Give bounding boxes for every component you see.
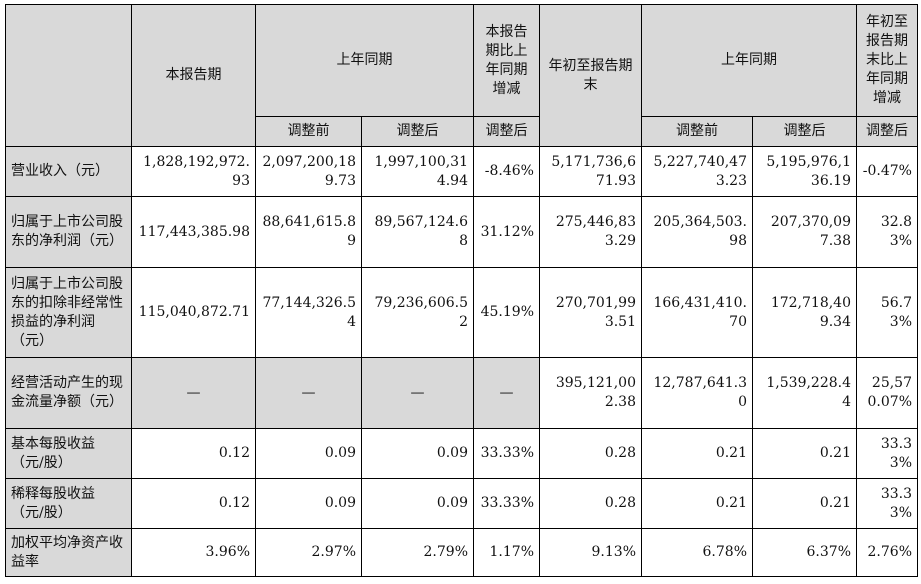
cell-after-adjust-ytd: 0.21 — [752, 478, 857, 529]
header-adjusted: 调整后 — [473, 116, 540, 147]
cell-current-period: 1,828,192,972.93 — [131, 146, 256, 197]
header-prior-same-period: 上年同期 — [255, 4, 474, 117]
cell-after-adjust: — — [361, 357, 474, 429]
cell-current-period: 117,443,385.98 — [131, 196, 256, 268]
cell-current-period: 3.96% — [131, 528, 256, 577]
header-before-adjust-ytd: 调整前 — [641, 116, 753, 147]
table-row-net-profit: 归属于上市公司股东的净利润（元） 117,443,385.98 88,641,6… — [5, 196, 918, 268]
cell-ytd-yoy-change: 33.33% — [856, 478, 918, 529]
cell-before-adjust-ytd: 0.21 — [641, 478, 753, 529]
cell-ytd: 395,121,002.38 — [539, 357, 642, 429]
cell-before-adjust: 2,097,200,189.73 — [255, 146, 362, 197]
row-label: 加权平均净资产收益率 — [5, 528, 132, 577]
row-label: 归属于上市公司股东的扣除非经常性损益的净利润（元） — [5, 267, 132, 358]
cell-before-adjust: 0.09 — [255, 428, 362, 479]
table-row-net-profit-excl-nonrecurring: 归属于上市公司股东的扣除非经常性损益的净利润（元） 115,040,872.71… — [5, 267, 918, 358]
header-adjusted-ytd: 调整后 — [856, 116, 918, 147]
corner-header-cell — [5, 4, 132, 147]
table-row-weighted-roe: 加权平均净资产收益率 3.96% 2.97% 2.79% 1.17% 9.13%… — [5, 528, 918, 577]
table-row-operating-cash-flow: 经营活动产生的现金流量净额（元） — — — — 395,121,002.38 … — [5, 357, 918, 429]
cell-before-adjust-ytd: 12,787,641.30 — [641, 357, 753, 429]
cell-current-period: 115,040,872.71 — [131, 267, 256, 358]
cell-before-adjust: 88,641,615.89 — [255, 196, 362, 268]
header-ytd-yoy-change: 年初至报告期末比上年同期增减 — [856, 4, 918, 117]
cell-after-adjust-ytd: 0.21 — [752, 428, 857, 479]
cell-before-adjust-ytd: 0.21 — [641, 428, 753, 479]
cell-before-adjust: 2.97% — [255, 528, 362, 577]
cell-after-adjust: 1,997,100,314.94 — [361, 146, 474, 197]
cell-yoy-change: -8.46% — [473, 146, 540, 197]
table-row-diluted-eps: 稀释每股收益（元/股） 0.12 0.09 0.09 33.33% 0.28 0… — [5, 478, 918, 529]
financial-summary-table: 本报告期 上年同期 本报告期比上年同期增减 年初至报告期末 上年同期 年初至报告… — [5, 4, 918, 577]
cell-ytd: 9.13% — [539, 528, 642, 577]
row-label: 经营活动产生的现金流量净额（元） — [5, 357, 132, 429]
cell-after-adjust-ytd: 5,195,976,136.19 — [752, 146, 857, 197]
cell-yoy-change: 1.17% — [473, 528, 540, 577]
cell-yoy-change: 33.33% — [473, 428, 540, 479]
cell-before-adjust-ytd: 6.78% — [641, 528, 753, 577]
cell-after-adjust-ytd: 172,718,409.34 — [752, 267, 857, 358]
header-ytd: 年初至报告期末 — [539, 4, 642, 147]
cell-before-adjust-ytd: 5,227,740,473.23 — [641, 146, 753, 197]
row-label: 稀释每股收益（元/股） — [5, 478, 132, 529]
cell-ytd-yoy-change: 56.73% — [856, 267, 918, 358]
cell-before-adjust: 0.09 — [255, 478, 362, 529]
cell-before-adjust-ytd: 166,431,410.70 — [641, 267, 753, 358]
cell-yoy-change: 31.12% — [473, 196, 540, 268]
row-label: 基本每股收益（元/股） — [5, 428, 132, 479]
cell-ytd-yoy-change: -0.47% — [856, 146, 918, 197]
cell-ytd-yoy-change: 2.76% — [856, 528, 918, 577]
cell-ytd: 270,701,993.51 — [539, 267, 642, 358]
cell-after-adjust: 0.09 — [361, 478, 474, 529]
cell-current-period: 0.12 — [131, 478, 256, 529]
cell-yoy-change: 45.19% — [473, 267, 540, 358]
header-before-adjust: 调整前 — [255, 116, 362, 147]
cell-before-adjust-ytd: 205,364,503.98 — [641, 196, 753, 268]
cell-yoy-change: — — [473, 357, 540, 429]
cell-after-adjust-ytd: 207,370,097.38 — [752, 196, 857, 268]
cell-ytd: 0.28 — [539, 428, 642, 479]
header-current-period: 本报告期 — [131, 4, 256, 147]
header-prior-same-period-ytd: 上年同期 — [641, 4, 857, 117]
table-row-revenue: 营业收入（元） 1,828,192,972.93 2,097,200,189.7… — [5, 146, 918, 197]
cell-before-adjust: — — [255, 357, 362, 429]
header-after-adjust-ytd: 调整后 — [752, 116, 857, 147]
cell-ytd: 5,171,736,671.93 — [539, 146, 642, 197]
cell-yoy-change: 33.33% — [473, 478, 540, 529]
cell-current-period: — — [131, 357, 256, 429]
cell-ytd: 0.28 — [539, 478, 642, 529]
cell-after-adjust: 79,236,606.52 — [361, 267, 474, 358]
cell-after-adjust-ytd: 1,539,228.44 — [752, 357, 857, 429]
row-label: 营业收入（元） — [5, 146, 132, 197]
table-row-basic-eps: 基本每股收益（元/股） 0.12 0.09 0.09 33.33% 0.28 0… — [5, 428, 918, 479]
cell-after-adjust-ytd: 6.37% — [752, 528, 857, 577]
header-after-adjust: 调整后 — [361, 116, 474, 147]
row-label: 归属于上市公司股东的净利润（元） — [5, 196, 132, 268]
cell-ytd-yoy-change: 33.33% — [856, 428, 918, 479]
cell-after-adjust: 2.79% — [361, 528, 474, 577]
cell-ytd-yoy-change: 25,570.07% — [856, 357, 918, 429]
header-yoy-change: 本报告期比上年同期增减 — [473, 4, 540, 117]
cell-ytd: 275,446,833.29 — [539, 196, 642, 268]
cell-current-period: 0.12 — [131, 428, 256, 479]
cell-after-adjust: 89,567,124.68 — [361, 196, 474, 268]
cell-ytd-yoy-change: 32.83% — [856, 196, 918, 268]
cell-before-adjust: 77,144,326.54 — [255, 267, 362, 358]
cell-after-adjust: 0.09 — [361, 428, 474, 479]
